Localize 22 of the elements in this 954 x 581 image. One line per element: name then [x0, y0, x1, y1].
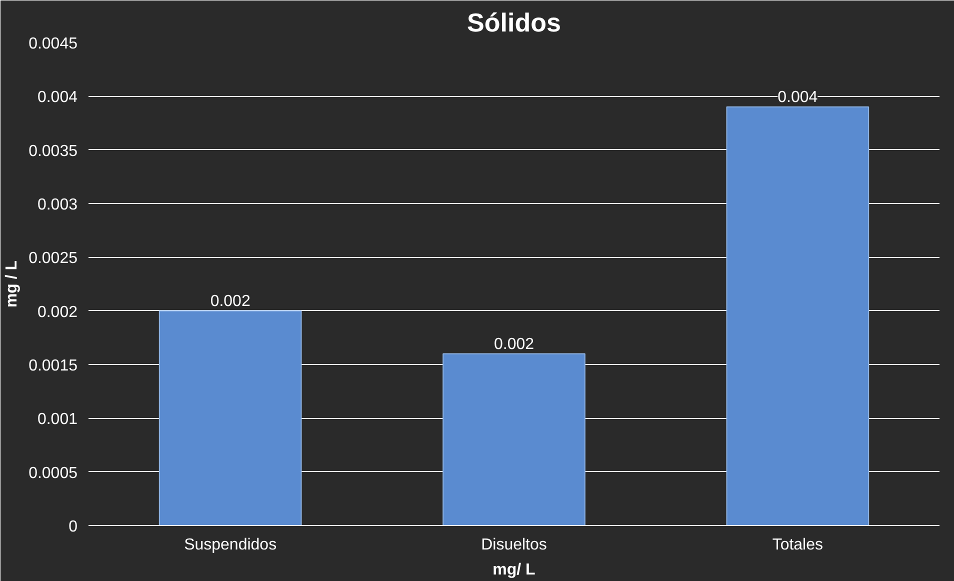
data-label: 0.004 — [778, 88, 818, 106]
y-tick-label: 0.0025 — [28, 250, 78, 268]
chart-title: Sólidos — [467, 8, 561, 38]
x-tick-label: Suspendidos — [184, 536, 277, 554]
y-tick-label: 0 — [68, 518, 78, 536]
y-tick-label: 0.0005 — [28, 464, 78, 482]
y-tick-label: 0.0015 — [28, 358, 78, 374]
y-tick-label: 0.0045 — [28, 36, 78, 52]
bar — [726, 106, 870, 526]
data-label: 0.002 — [494, 336, 534, 353]
y-tick-label: 0.003 — [37, 196, 78, 214]
data-label: 0.002 — [210, 292, 250, 310]
y-tick-label: 0.002 — [37, 304, 78, 321]
y-axis-title: mg / L — [4, 260, 21, 308]
y-tick-label: 0.001 — [37, 411, 78, 428]
x-tick-label: Disueltos — [481, 536, 547, 554]
bar — [158, 310, 302, 526]
bar — [442, 353, 586, 526]
y-tick-label: 0.004 — [37, 89, 78, 106]
y-tick-label: 0.0035 — [28, 142, 78, 160]
x-axis-title: mg/ L — [492, 562, 536, 578]
x-tick-label: Totales — [772, 536, 824, 554]
